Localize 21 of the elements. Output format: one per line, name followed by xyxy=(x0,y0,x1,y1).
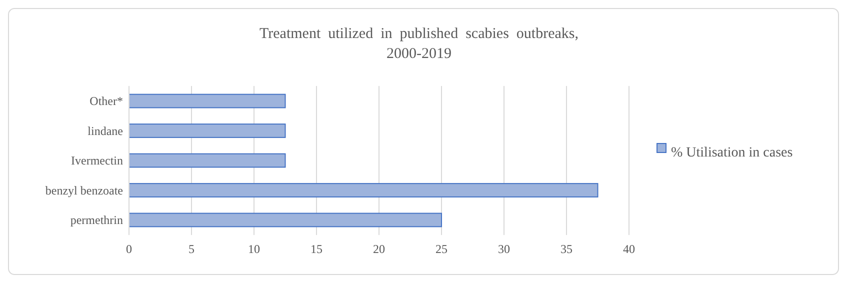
x-tick-label: 5 xyxy=(188,242,194,256)
bar xyxy=(128,153,286,168)
bar xyxy=(128,94,286,108)
x-tick-label: 35 xyxy=(560,242,572,256)
bar xyxy=(128,124,286,138)
chart-title: Treatment utilized in published scabies outbreaks, 2000-2019 xyxy=(260,26,578,62)
y-tick-label: permethrin xyxy=(70,213,123,228)
x-tick-label: 10 xyxy=(248,242,260,256)
y-tick-label: benzyl benzoate xyxy=(45,183,123,198)
bar xyxy=(128,183,598,198)
y-tick-label: Ivermectin xyxy=(71,154,123,168)
x-tick-label: 30 xyxy=(498,242,510,256)
y-tick-label: lindane xyxy=(88,124,123,138)
y-tick-label: Other* xyxy=(90,94,123,108)
x-tick-label: 0 xyxy=(126,242,132,256)
bar xyxy=(128,212,442,228)
x-tick-label: 15 xyxy=(310,242,322,256)
x-tick-label: 20 xyxy=(373,242,385,256)
legend-label: % Utilisation in cases xyxy=(671,145,793,160)
x-tick-label: 40 xyxy=(623,242,635,256)
x-tick-label: 25 xyxy=(436,242,448,256)
